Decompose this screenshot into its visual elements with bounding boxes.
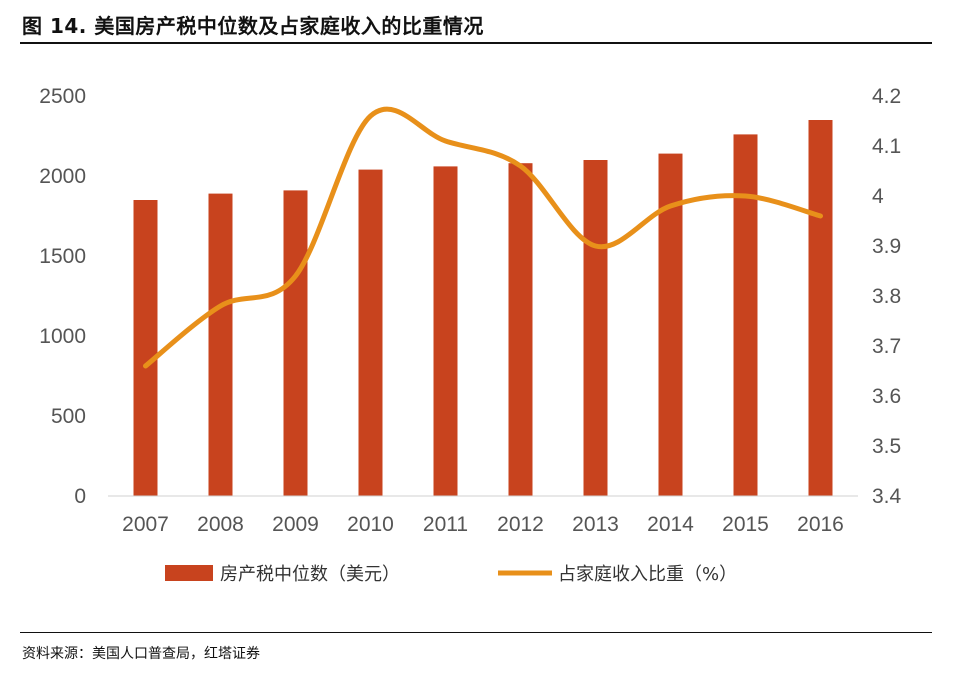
chart-title: 图 14. 美国房产税中位数及占家庭收入的比重情况 xyxy=(22,14,484,38)
combo-chart: 0 500 1000 1500 2000 2500 3.4 3.5 3.6 3.7 3.8 3.9 4… xyxy=(39,85,902,585)
bar xyxy=(808,120,833,496)
left-tick-label: 0 xyxy=(74,485,86,508)
bar xyxy=(358,169,383,496)
x-axis-ticks: 2007 2008 2009 2010 2011 2012 2013 2014 2015 2016 xyxy=(122,513,844,536)
title-rule xyxy=(20,42,932,44)
right-axis-ticks: 3.4 3.5 3.6 3.7 3.8 3.9 4 4.1 4.2 xyxy=(872,85,902,508)
x-tick-label: 2015 xyxy=(722,513,769,536)
bar-series xyxy=(133,120,833,496)
left-tick-label: 1000 xyxy=(39,325,86,348)
source-rule xyxy=(20,632,932,633)
right-tick-label: 3.9 xyxy=(872,235,901,258)
x-tick-label: 2011 xyxy=(423,513,468,536)
left-tick-label: 2500 xyxy=(39,85,86,108)
legend-line-label: 占家庭收入比重（%） xyxy=(558,564,737,585)
right-tick-label: 4.1 xyxy=(872,135,901,158)
right-tick-label: 4.2 xyxy=(872,85,901,108)
left-tick-label: 2000 xyxy=(39,165,86,188)
x-tick-label: 2009 xyxy=(272,513,319,536)
legend: 房产税中位数（美元） 占家庭收入比重（%） xyxy=(165,564,737,585)
right-tick-label: 3.5 xyxy=(872,435,901,458)
right-tick-label: 3.6 xyxy=(872,385,901,408)
x-tick-label: 2010 xyxy=(347,513,394,536)
bar xyxy=(508,163,533,496)
source-note: 资料来源：美国人口普查局，红塔证券 xyxy=(22,646,260,662)
x-tick-label: 2008 xyxy=(197,513,244,536)
right-tick-label: 3.4 xyxy=(872,485,902,508)
legend-bar-label: 房产税中位数（美元） xyxy=(220,564,400,585)
bar xyxy=(433,166,458,496)
bar xyxy=(208,193,233,496)
bar xyxy=(733,134,758,496)
x-tick-label: 2007 xyxy=(122,513,169,536)
x-tick-label: 2014 xyxy=(647,513,694,536)
line-series xyxy=(143,106,823,369)
right-tick-label: 4 xyxy=(872,185,884,208)
left-tick-label: 1500 xyxy=(39,245,86,268)
bar xyxy=(133,200,158,496)
x-tick-label: 2016 xyxy=(797,513,844,536)
left-tick-label: 500 xyxy=(51,405,86,428)
right-tick-label: 3.8 xyxy=(872,285,901,308)
bar xyxy=(583,160,608,496)
x-tick-label: 2012 xyxy=(497,513,544,536)
left-axis-ticks: 0 500 1000 1500 2000 2500 xyxy=(39,85,86,508)
bar xyxy=(283,190,308,496)
legend-bar-swatch xyxy=(165,565,213,581)
x-tick-label: 2013 xyxy=(572,513,619,536)
right-tick-label: 3.7 xyxy=(872,335,901,358)
